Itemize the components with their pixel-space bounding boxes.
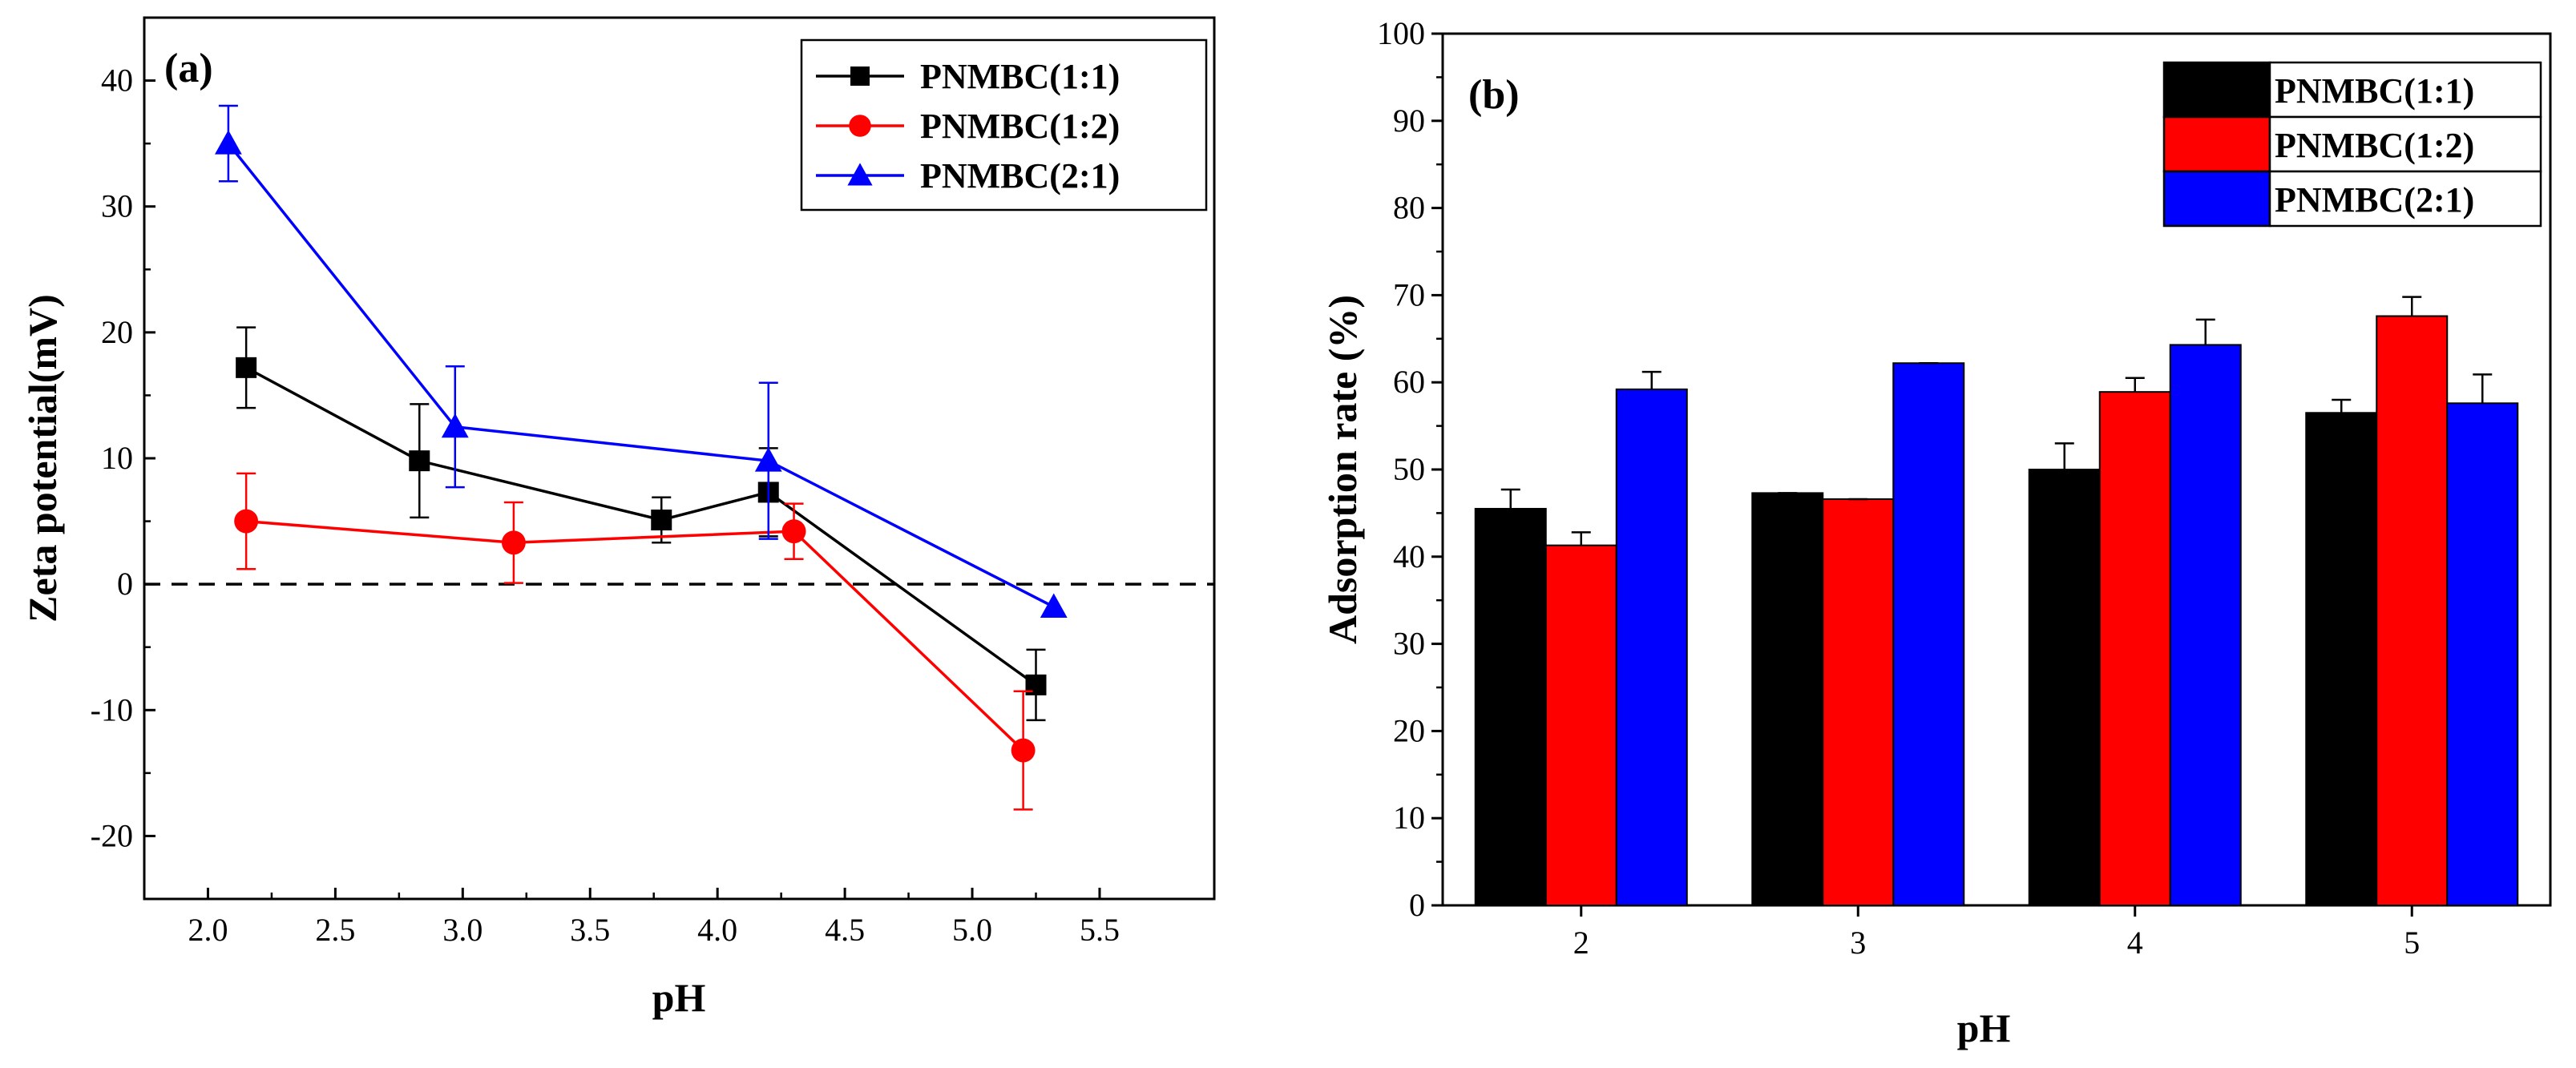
panel-a-y-tick-label: 30: [101, 188, 133, 224]
panel-a-x-tick-label: 3.0: [442, 912, 482, 948]
legend-label: PNMBC(1:1): [920, 57, 1120, 96]
panel-a-x-tick-label: 2.0: [188, 912, 228, 948]
bar-PNMBC(1:1)-pH-5: [2305, 412, 2378, 906]
legend-marker: [849, 115, 871, 137]
panel-b-x-tick-label: 3: [1850, 925, 1866, 961]
panel-a-x-tick-label: 3.5: [570, 912, 610, 948]
bar-PNMBC(1:1)-pH-2: [1474, 507, 1547, 907]
panel-b-y-tick-label: 40: [1393, 538, 1425, 574]
panel-b-y-tick-label: 70: [1393, 276, 1425, 312]
bar-PNMBC(1:2)-pH-3: [1822, 498, 1895, 906]
series-line: [245, 366, 1037, 687]
panel-a-legend: PNMBC(1:1) PNMBC(1:2) PNMBC(2:1): [800, 38, 1208, 212]
panel-b-y-tick-label: 90: [1393, 103, 1425, 139]
legend-label-cell: [2268, 61, 2542, 119]
panel-a-y-tick-label: 0: [117, 566, 133, 602]
panel-a-zeta-potential-chart: 2.0 2.5 3.0 3.5 4.0 4.5 5.0 5.5-20-10010203040 …: [20, 16, 1216, 1020]
legend-marker: [847, 163, 873, 186]
bar-PNMBC(2:1)-pH-2: [1615, 388, 1688, 906]
panel-a-y-tick-label: 10: [101, 440, 133, 476]
series-PNMBC(1:2): [234, 472, 1036, 811]
panel-b-y-tick-label: 100: [1377, 15, 1425, 51]
data-point: [236, 357, 257, 378]
bar-PNMBC(2:1)-pH-4: [2169, 344, 2242, 906]
panel-b-adsorption-rate-chart: 0 10 20 30 40 50 60 70 80 90 100 2 3 4 5 (b) pH Adsorp…: [1320, 15, 2552, 1050]
panel-a-x-tick-label: 5.5: [1080, 912, 1120, 948]
bar-PNMBC(1:2)-pH-4: [2098, 391, 2171, 906]
panel-b-label: (b): [1468, 72, 1520, 118]
panel-a-y-tick-label: -20: [91, 817, 133, 853]
data-point: [409, 450, 430, 472]
series-line: [246, 519, 1024, 752]
legend-label: PNMBC(2:1): [2275, 180, 2474, 220]
data-point: [234, 509, 259, 534]
panel-a-x-tick-label: 4.5: [825, 912, 865, 948]
data-point: [1011, 738, 1036, 763]
legend-label: PNMBC(1:1): [2275, 71, 2474, 111]
legend-entry-PNMBC(2:1): PNMBC(2:1): [816, 156, 1120, 195]
panel-b-x-tick-label: 5: [2404, 925, 2420, 961]
series-PNMBC(1:1): [236, 326, 1047, 722]
panel-a-y-tick-label: 20: [101, 314, 133, 350]
panel-a-y-axis-title: Zeta potential(mV): [20, 294, 65, 623]
legend-label-cell: [2268, 115, 2542, 173]
panel-b-y-tick-label: 60: [1393, 364, 1425, 400]
panel-b-y-tick-label: 0: [1409, 887, 1425, 923]
panel-a-x-axis-title: pH: [652, 975, 706, 1020]
legend-entry-PNMBC(1:2): PNMBC(1:2): [2162, 115, 2542, 173]
panel-a-y-tick-label: 40: [101, 62, 133, 99]
data-point: [651, 510, 672, 530]
data-point: [781, 519, 806, 544]
data-point: [501, 530, 526, 555]
panel-a-x-tick-label: 4.0: [697, 912, 737, 948]
data-point: [754, 447, 782, 472]
panel-a-x-tick-label: 2.5: [315, 912, 355, 948]
panel-a-ticks: 2.0 2.5 3.0 3.5 4.0 4.5 5.0 5.5 -20 -10 0 10 20 30 40: [91, 62, 1120, 948]
bar-PNMBC(1:1)-pH-4: [2028, 469, 2101, 906]
bar-PNMBC(1:2)-pH-5: [2376, 315, 2449, 906]
panel-b-y-tick-label: 50: [1393, 451, 1425, 487]
panel-b-bars-group: [1474, 296, 2519, 907]
panel-a-x-tick-label: 5.0: [952, 912, 992, 948]
series-line: [227, 143, 1055, 608]
bar-PNMBC(2:1)-pH-3: [1892, 362, 1965, 907]
bar-PNMBC(1:1)-pH-3: [1751, 492, 1824, 906]
panel-b-y-tick-label: 10: [1393, 800, 1425, 836]
panel-b-x-axis-title: pH: [1957, 1006, 2011, 1050]
panel-b-x-tick-label: 2: [1573, 925, 1589, 961]
panel-b-y-tick-label: 80: [1393, 190, 1425, 226]
legend-swatch: [2162, 170, 2271, 228]
bar-PNMBC(1:2)-pH-2: [1544, 544, 1617, 906]
data-point: [1040, 593, 1068, 618]
panel-b-ticks: 0 10 20 30 40 50 60 70 80 90 100 2 3 4 5: [1377, 15, 2420, 961]
legend-entry-PNMBC(2:1): PNMBC(2:1): [2162, 170, 2542, 228]
panel-b-y-tick-label: 30: [1393, 626, 1425, 662]
legend-swatch: [2162, 61, 2271, 119]
series-PNMBC(2:1): [214, 104, 1068, 618]
panel-a-series-group: [214, 104, 1068, 811]
panel-a-y-tick-label: -10: [91, 691, 133, 727]
legend-marker: [850, 66, 870, 86]
panel-b-y-tick-label: 20: [1393, 712, 1425, 748]
data-point: [214, 130, 242, 155]
data-point: [441, 413, 469, 438]
panel-b-legend: PNMBC(1:1) PNMBC(1:2) PNMBC(2:1): [2162, 61, 2542, 228]
panel-b-y-axis-title: Adsorption rate (%): [1320, 295, 1365, 644]
panel-a-label: (a): [164, 46, 213, 91]
legend-swatch: [2162, 115, 2271, 173]
legend-entry-PNMBC(1:1): PNMBC(1:1): [816, 57, 1120, 96]
legend-entry-PNMBC(1:2): PNMBC(1:2): [816, 107, 1120, 146]
bar-PNMBC(2:1)-pH-5: [2446, 402, 2519, 906]
legend-label-cell: [2268, 170, 2542, 228]
legend-label: PNMBC(2:1): [920, 156, 1120, 195]
legend-label: PNMBC(1:2): [920, 107, 1120, 146]
legend-entry-PNMBC(1:1): PNMBC(1:1): [2162, 61, 2542, 119]
panel-b-x-tick-label: 4: [2127, 925, 2143, 961]
legend-label: PNMBC(1:2): [2275, 126, 2474, 165]
